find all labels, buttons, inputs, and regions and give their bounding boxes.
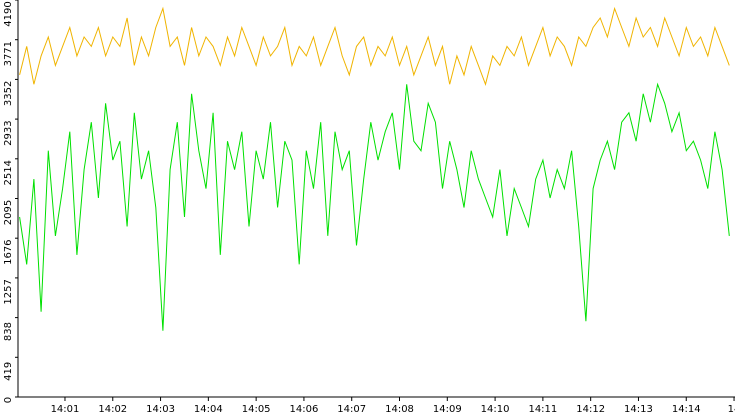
y-tick-label: 1676 [3, 239, 14, 264]
x-tick-label: 14:01 [51, 404, 80, 415]
y-tick-label: 2933 [3, 120, 14, 145]
y-tick-label: 4190 [3, 1, 14, 26]
y-tick-label: 2095 [3, 200, 14, 225]
y-tick-label: 838 [3, 322, 14, 341]
x-tick-label: 14:12 [576, 404, 605, 415]
x-tick-label: 14:09 [433, 404, 462, 415]
y-tick-label: 0 [3, 397, 14, 403]
x-tick-label: 14:11 [528, 404, 557, 415]
x-tick-label: 14:05 [242, 404, 271, 415]
series-line [19, 6, 730, 86]
y-tick-label: 3771 [3, 41, 14, 66]
x-tick-label: 14:08 [385, 404, 414, 415]
x-tick-label: 14:10 [481, 404, 510, 415]
x-tick-label: 14:04 [194, 404, 223, 415]
y-tick-label: 2514 [3, 160, 14, 185]
series-line [19, 82, 730, 331]
y-tick-label: 3352 [3, 81, 14, 106]
y-tick-label: 419 [3, 362, 14, 381]
x-tick-label: 14:03 [146, 404, 175, 415]
x-tick-label: 14:14 [672, 404, 701, 415]
x-tick-label: 14:02 [98, 404, 127, 415]
y-tick-label: 1257 [3, 279, 14, 304]
x-tick-label: 14 [728, 404, 735, 415]
x-tick-label: 14:13 [624, 404, 653, 415]
x-tick-label: 14:07 [337, 404, 366, 415]
x-tick-label: 14:06 [290, 404, 319, 415]
